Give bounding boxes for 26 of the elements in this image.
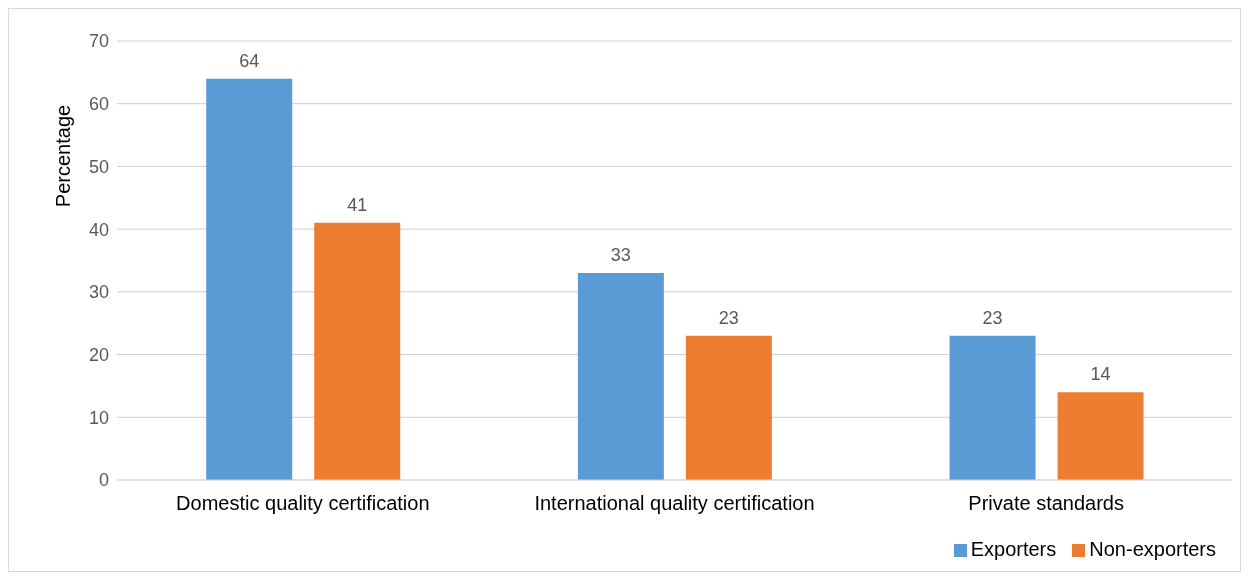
legend-label: Exporters (970, 538, 1057, 560)
bar (949, 335, 1036, 480)
y-tick-label: 40 (88, 219, 109, 240)
x-tick-label: Domestic quality certification (176, 492, 430, 515)
x-tick-label: International quality certification (534, 492, 815, 515)
legend-label: Non-exporters (1089, 538, 1216, 560)
y-tick-label: 30 (88, 282, 109, 303)
data-label: 23 (982, 307, 1003, 328)
data-label: 64 (239, 50, 260, 71)
bar (685, 335, 772, 480)
bar (314, 222, 401, 480)
y-tick-label: 10 (88, 407, 109, 428)
x-tick-label: Private standards (968, 492, 1124, 515)
data-label: 41 (347, 194, 368, 215)
y-tick-label: 60 (88, 94, 109, 115)
y-tick-label: 70 (88, 31, 109, 52)
bar (577, 273, 664, 480)
data-label: 33 (610, 245, 631, 266)
bar (1057, 392, 1144, 480)
y-tick-label: 50 (88, 156, 109, 177)
y-axis-title: Percentage (52, 104, 75, 208)
bar (206, 78, 293, 480)
data-label: 14 (1090, 364, 1111, 385)
y-tick-label: 0 (98, 470, 109, 491)
y-tick-label: 20 (88, 344, 109, 365)
data-label: 23 (718, 307, 739, 328)
